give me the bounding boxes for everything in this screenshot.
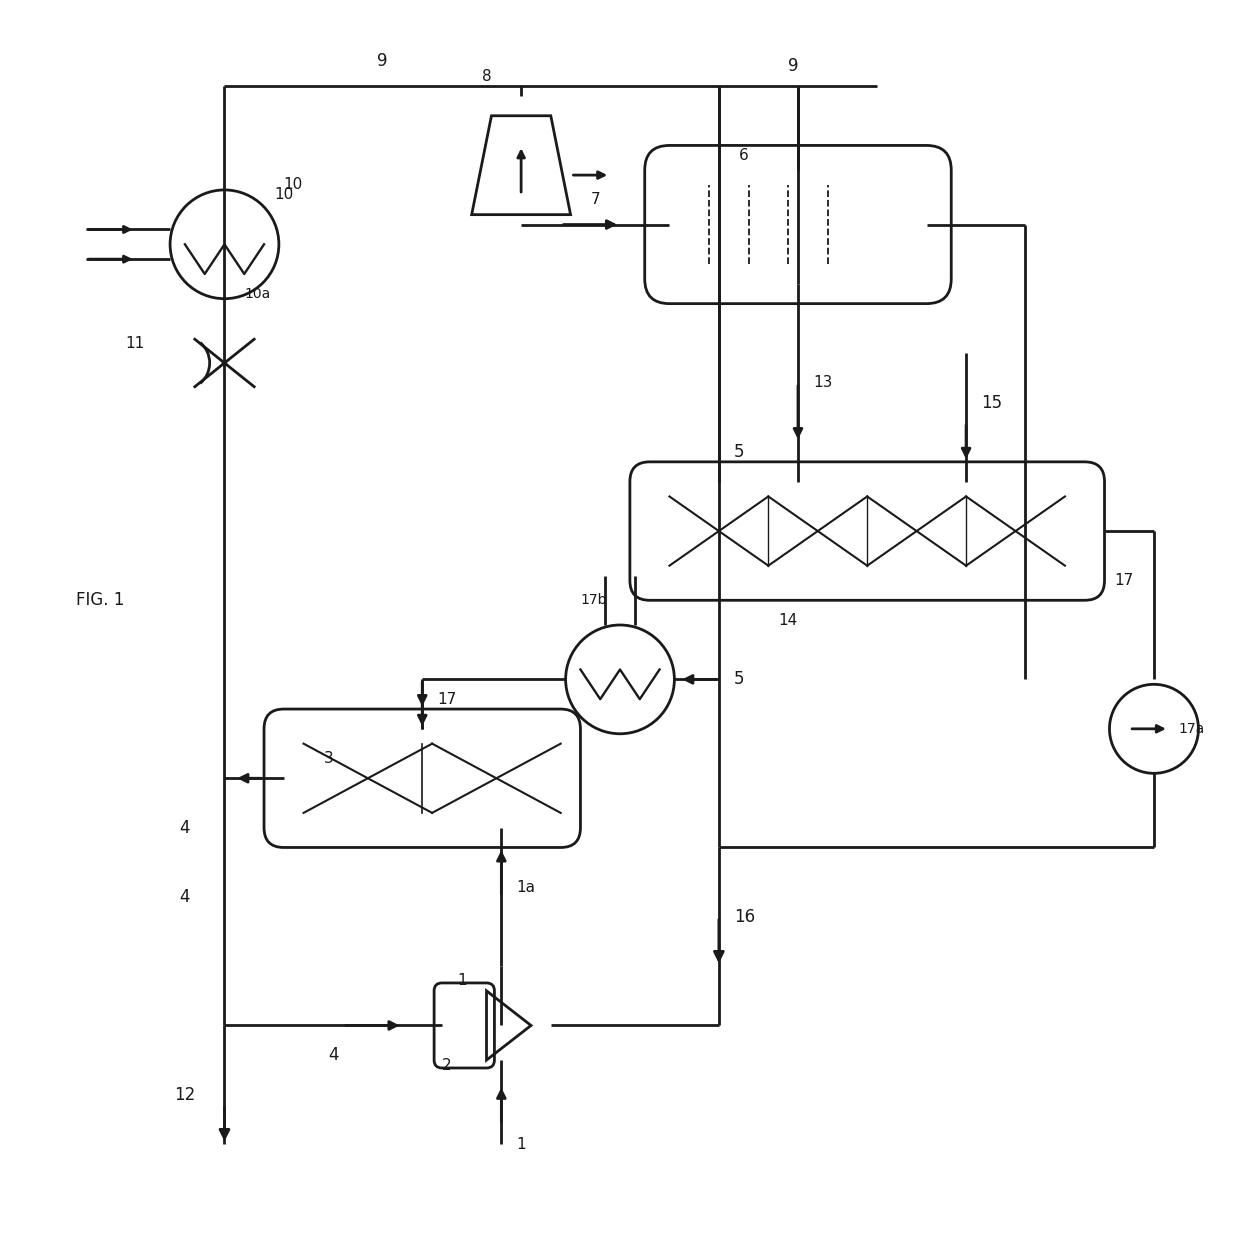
- Text: 7: 7: [590, 192, 600, 208]
- Text: 10a: 10a: [244, 286, 270, 301]
- Text: 11: 11: [125, 336, 145, 351]
- Text: 13: 13: [812, 375, 832, 390]
- Text: 5: 5: [734, 442, 744, 461]
- Text: 4: 4: [180, 888, 190, 906]
- Text: 8: 8: [481, 69, 491, 84]
- Text: 6: 6: [739, 148, 749, 162]
- Text: 10: 10: [274, 188, 293, 202]
- Text: 1: 1: [458, 974, 466, 989]
- Text: 4: 4: [180, 819, 190, 836]
- Text: 9: 9: [377, 52, 388, 70]
- Text: 4: 4: [329, 1046, 339, 1064]
- Text: 9: 9: [789, 58, 799, 75]
- Text: 5: 5: [734, 670, 744, 689]
- Text: FIG. 1: FIG. 1: [76, 591, 124, 609]
- Text: 1: 1: [516, 1136, 526, 1151]
- Text: 1a: 1a: [516, 880, 536, 895]
- Text: 3: 3: [324, 751, 334, 766]
- Text: 17a: 17a: [1179, 721, 1205, 736]
- Text: 14: 14: [779, 612, 797, 628]
- Text: 17: 17: [436, 691, 456, 706]
- Text: 12: 12: [175, 1086, 196, 1104]
- Text: 17b: 17b: [580, 594, 606, 608]
- Text: 15: 15: [981, 394, 1002, 411]
- Text: 17: 17: [1115, 572, 1133, 588]
- Text: 16: 16: [734, 908, 755, 926]
- Text: 10: 10: [284, 177, 303, 192]
- Text: 2: 2: [441, 1058, 451, 1072]
